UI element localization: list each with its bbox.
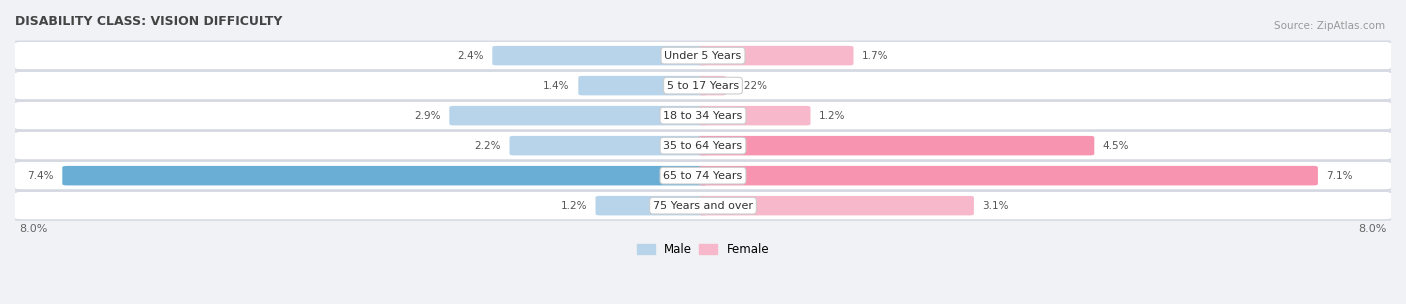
Text: 65 to 74 Years: 65 to 74 Years bbox=[664, 171, 742, 181]
Text: 3.1%: 3.1% bbox=[983, 201, 1010, 211]
Text: 35 to 64 Years: 35 to 64 Years bbox=[664, 141, 742, 151]
Text: 1.4%: 1.4% bbox=[543, 81, 569, 91]
FancyBboxPatch shape bbox=[62, 166, 707, 185]
FancyBboxPatch shape bbox=[699, 106, 810, 125]
FancyBboxPatch shape bbox=[699, 76, 727, 95]
Text: 2.2%: 2.2% bbox=[474, 141, 501, 151]
FancyBboxPatch shape bbox=[13, 102, 1393, 130]
FancyBboxPatch shape bbox=[450, 106, 707, 125]
FancyBboxPatch shape bbox=[13, 132, 1393, 160]
Text: 7.4%: 7.4% bbox=[27, 171, 53, 181]
FancyBboxPatch shape bbox=[578, 76, 707, 95]
FancyBboxPatch shape bbox=[8, 190, 1398, 221]
FancyBboxPatch shape bbox=[8, 130, 1398, 161]
Text: 75 Years and over: 75 Years and over bbox=[652, 201, 754, 211]
FancyBboxPatch shape bbox=[699, 166, 1317, 185]
FancyBboxPatch shape bbox=[699, 196, 974, 216]
Text: 4.5%: 4.5% bbox=[1102, 141, 1129, 151]
Text: 1.2%: 1.2% bbox=[561, 201, 586, 211]
Text: Source: ZipAtlas.com: Source: ZipAtlas.com bbox=[1274, 21, 1385, 31]
FancyBboxPatch shape bbox=[596, 196, 707, 216]
FancyBboxPatch shape bbox=[699, 46, 853, 65]
FancyBboxPatch shape bbox=[8, 70, 1398, 101]
Text: 0.22%: 0.22% bbox=[735, 81, 768, 91]
Text: 2.4%: 2.4% bbox=[457, 51, 484, 60]
Text: 5 to 17 Years: 5 to 17 Years bbox=[666, 81, 740, 91]
FancyBboxPatch shape bbox=[13, 71, 1393, 100]
FancyBboxPatch shape bbox=[13, 192, 1393, 220]
Legend: Male, Female: Male, Female bbox=[633, 238, 773, 261]
FancyBboxPatch shape bbox=[8, 100, 1398, 131]
Text: 8.0%: 8.0% bbox=[20, 224, 48, 234]
FancyBboxPatch shape bbox=[13, 161, 1393, 190]
Text: 1.7%: 1.7% bbox=[862, 51, 889, 60]
Text: 8.0%: 8.0% bbox=[1358, 224, 1386, 234]
Text: 7.1%: 7.1% bbox=[1326, 171, 1353, 181]
FancyBboxPatch shape bbox=[8, 160, 1398, 191]
Text: Under 5 Years: Under 5 Years bbox=[665, 51, 741, 60]
Text: DISABILITY CLASS: VISION DIFFICULTY: DISABILITY CLASS: VISION DIFFICULTY bbox=[15, 15, 283, 28]
FancyBboxPatch shape bbox=[509, 136, 707, 155]
FancyBboxPatch shape bbox=[13, 42, 1393, 70]
FancyBboxPatch shape bbox=[8, 40, 1398, 71]
FancyBboxPatch shape bbox=[699, 136, 1094, 155]
FancyBboxPatch shape bbox=[492, 46, 707, 65]
Text: 18 to 34 Years: 18 to 34 Years bbox=[664, 111, 742, 121]
Text: 2.9%: 2.9% bbox=[415, 111, 440, 121]
Text: 1.2%: 1.2% bbox=[820, 111, 845, 121]
